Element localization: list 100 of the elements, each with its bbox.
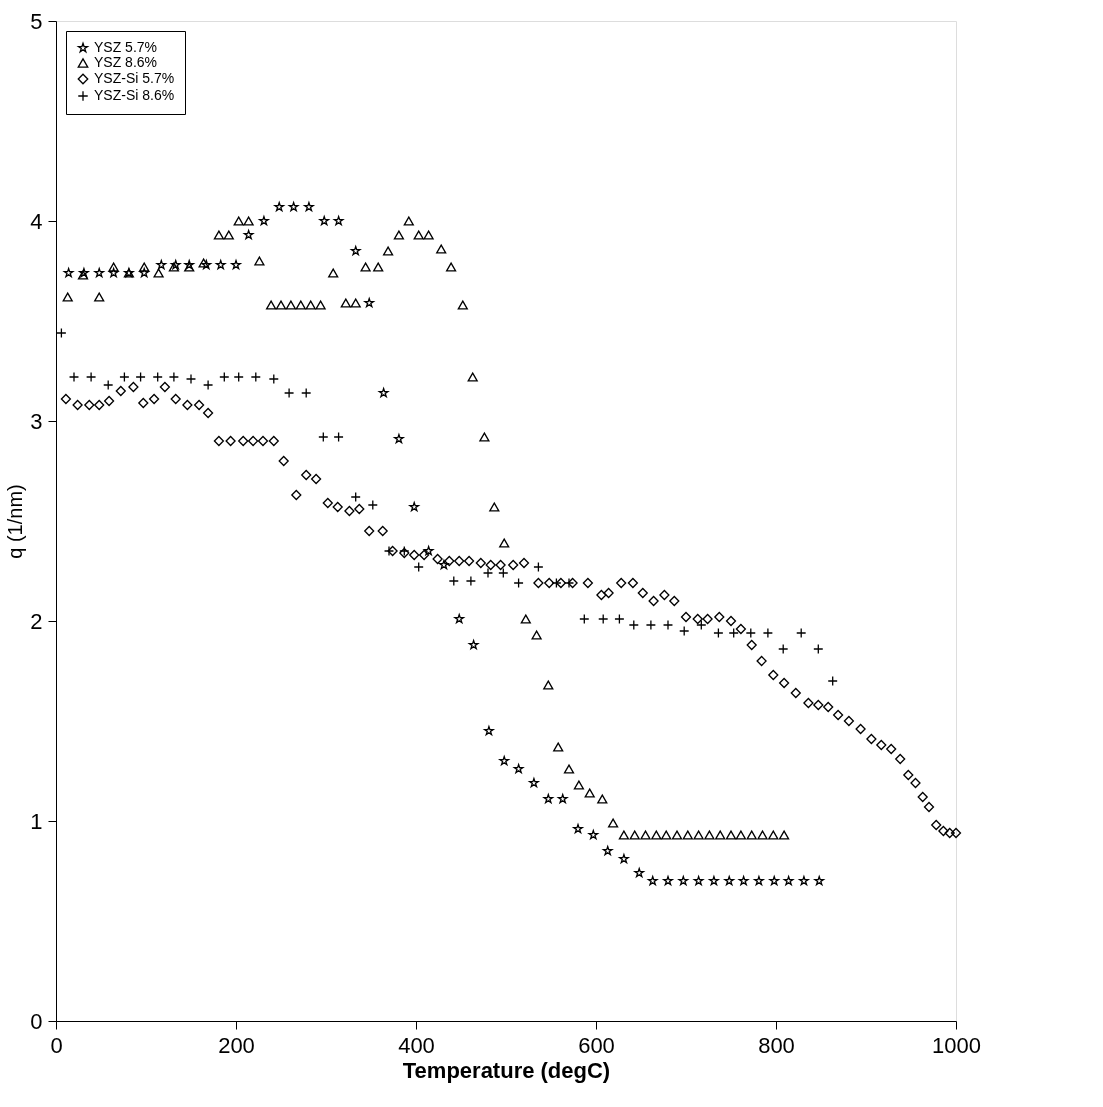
point	[135, 371, 146, 383]
point	[185, 373, 197, 385]
point	[333, 431, 344, 443]
legend-label: YSZ-Si 8.6%	[94, 87, 175, 103]
point	[465, 575, 477, 587]
x-tick-label: 600	[578, 1032, 615, 1058]
point	[170, 259, 181, 270]
point	[274, 201, 285, 212]
point	[350, 491, 361, 503]
point	[551, 577, 562, 589]
point	[513, 763, 524, 774]
point	[103, 379, 114, 391]
point	[413, 561, 424, 573]
point	[573, 823, 583, 834]
point	[598, 613, 609, 625]
point	[738, 875, 749, 886]
point	[288, 201, 299, 212]
legend-label: YSZ 5.7%	[94, 39, 158, 55]
point	[628, 619, 639, 631]
point	[813, 643, 824, 655]
point	[482, 567, 494, 579]
point	[439, 559, 449, 570]
point	[796, 627, 807, 639]
point	[745, 627, 756, 639]
point	[215, 259, 226, 270]
point	[614, 613, 625, 625]
point	[243, 229, 254, 240]
point	[283, 387, 295, 399]
point	[724, 875, 735, 886]
point	[233, 371, 244, 383]
point	[783, 875, 794, 886]
y-tick-label: 2	[30, 608, 43, 634]
point	[448, 575, 459, 587]
point	[250, 371, 261, 383]
point	[333, 215, 344, 226]
point	[728, 627, 739, 639]
y-tick-label: 5	[30, 8, 43, 34]
point	[423, 545, 434, 556]
point	[679, 625, 690, 637]
point	[409, 501, 420, 512]
point	[696, 619, 707, 631]
point	[513, 577, 524, 589]
point	[367, 499, 378, 511]
point	[663, 875, 673, 886]
point	[108, 267, 119, 278]
point	[318, 431, 329, 443]
point	[678, 875, 689, 886]
y-tick-label: 1	[30, 808, 43, 834]
point	[769, 875, 780, 886]
y-tick-label: 3	[30, 408, 43, 434]
point	[579, 613, 590, 625]
point	[468, 639, 479, 650]
point	[231, 259, 241, 270]
point	[662, 619, 674, 631]
point	[543, 793, 554, 804]
point	[364, 297, 375, 308]
point	[557, 793, 568, 804]
point	[602, 845, 613, 856]
y-tick-label: 4	[30, 208, 43, 234]
point	[68, 371, 80, 383]
point	[814, 875, 825, 886]
point	[56, 327, 67, 339]
point	[383, 545, 395, 557]
legend-label: YSZ 8.6%	[94, 54, 158, 70]
point	[563, 577, 575, 589]
point	[319, 215, 330, 226]
point	[202, 379, 214, 391]
point	[454, 613, 465, 624]
point	[533, 561, 544, 573]
x-tick-label: 800	[758, 1032, 795, 1058]
point	[301, 387, 312, 399]
point	[713, 627, 724, 639]
point	[399, 545, 410, 557]
point	[634, 867, 645, 878]
point	[219, 371, 230, 383]
point	[63, 267, 74, 278]
point	[168, 371, 180, 383]
y-tick-label: 0	[30, 1008, 43, 1034]
point	[499, 755, 510, 766]
point	[201, 259, 212, 270]
point	[152, 371, 163, 383]
y-axis-title: q (1/nm)	[4, 484, 27, 559]
point	[184, 259, 195, 270]
x-axis-title: Temperature (degC)	[402, 1057, 611, 1083]
point	[268, 373, 279, 385]
point	[588, 829, 599, 840]
point	[778, 643, 789, 655]
point	[123, 268, 135, 278]
point	[85, 371, 97, 383]
x-tick-label: 0	[50, 1032, 63, 1058]
point	[762, 627, 774, 639]
point	[139, 267, 150, 278]
x-tick-label: 400	[398, 1032, 435, 1058]
point	[350, 245, 361, 256]
point	[119, 371, 130, 383]
legend-label: YSZ-Si 5.7%	[94, 70, 175, 86]
point	[647, 875, 658, 886]
point	[693, 875, 704, 886]
point	[156, 259, 167, 270]
point	[378, 387, 389, 398]
